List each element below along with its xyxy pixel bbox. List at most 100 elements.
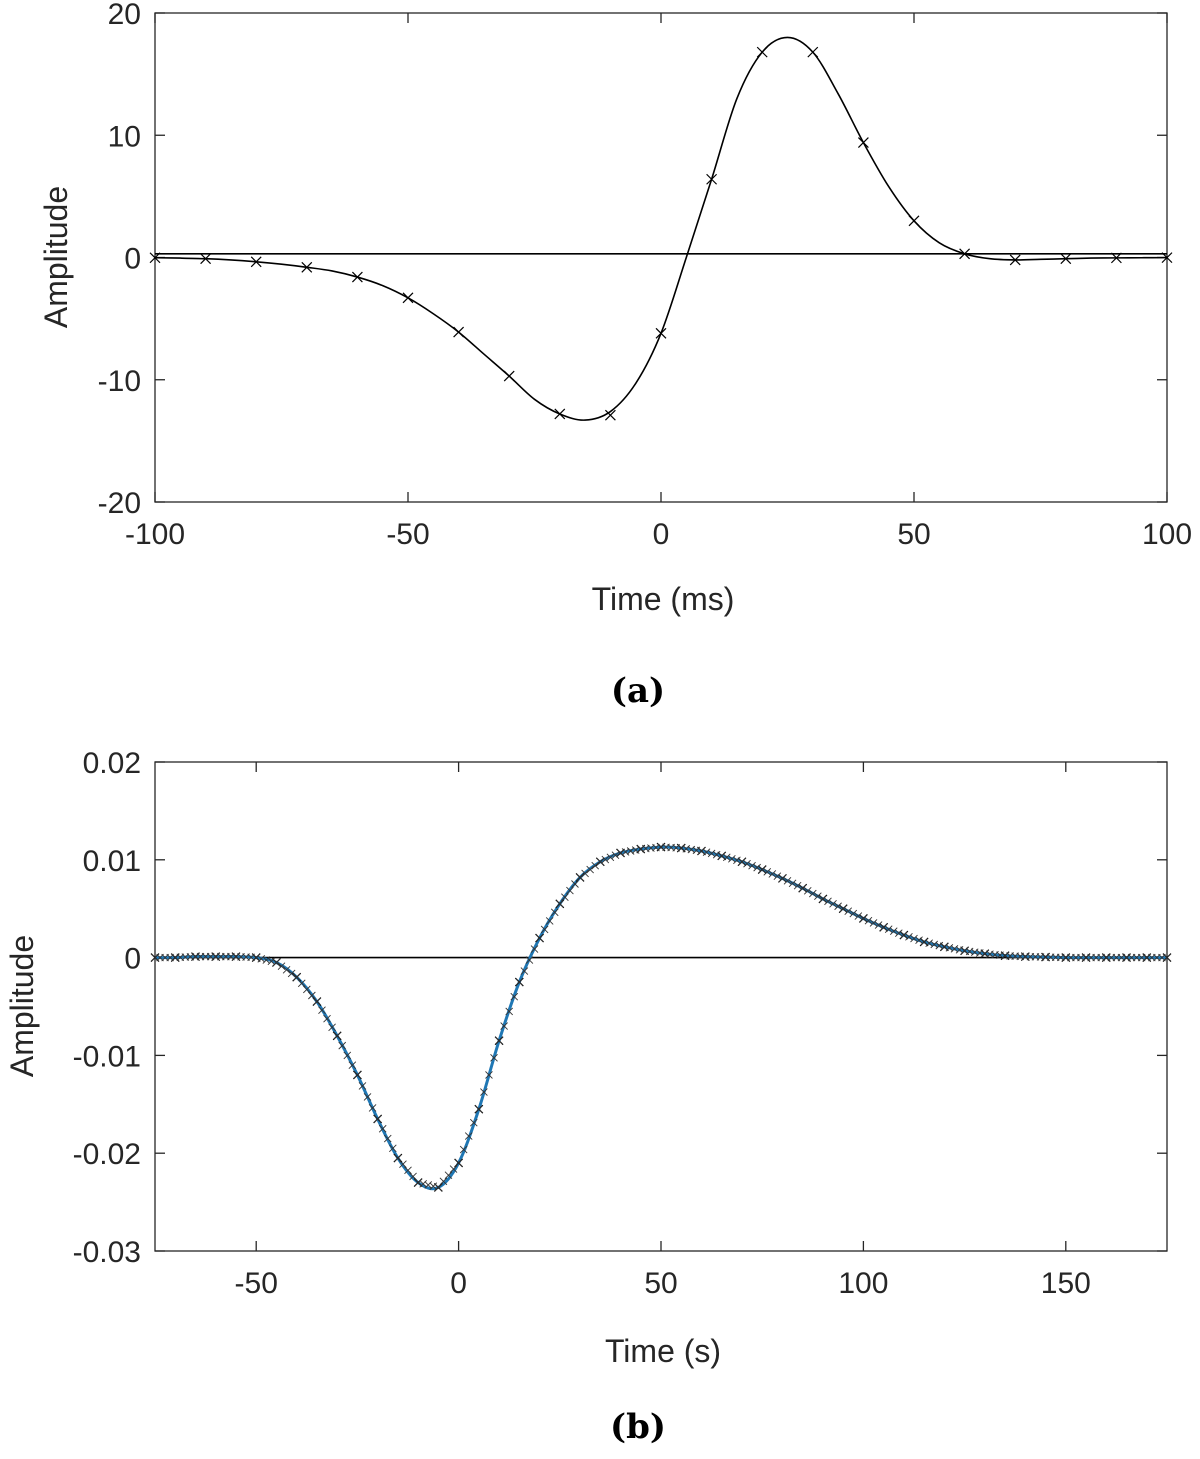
chart-a-y-axis-title: Amplitude — [38, 186, 74, 328]
chart-b-dense-marker — [763, 867, 772, 876]
chart-b-dense-marker — [540, 925, 549, 934]
chart-b-dense-marker — [753, 863, 761, 872]
chart-b-dense-marker — [591, 861, 600, 870]
chart-b-dense-marker — [854, 912, 863, 920]
chart-b-dense-marker — [814, 892, 822, 901]
chart-b-markers — [150, 842, 1172, 1192]
chart-b-dense-marker — [839, 904, 847, 913]
chart-b-dense-marker — [373, 1115, 382, 1123]
chart-b-dense-marker — [313, 997, 321, 1006]
chart-b-dense-marker — [829, 899, 837, 908]
chart-b-dense-marker — [510, 992, 519, 1001]
chart-b-dense-marker — [444, 1171, 453, 1180]
chart-b-dense-marker — [343, 1051, 352, 1060]
chart-b-dense-marker — [707, 849, 716, 858]
chart-b-dense-marker — [824, 897, 832, 906]
chart-a-sample-marker — [453, 326, 465, 338]
chart-b-dense-marker — [272, 958, 281, 967]
chart-b-dense-marker — [282, 966, 291, 974]
chart-a-markers — [149, 46, 1173, 421]
chart-b-dense-marker — [495, 1036, 503, 1045]
chart-b-dense-marker — [404, 1166, 412, 1175]
chart-a-sample-marker — [1009, 254, 1021, 266]
chart-b-x-tick-label: 150 — [1041, 1267, 1091, 1300]
chart-b-y-tick-label: -0.03 — [73, 1236, 141, 1269]
chart-b-dense-marker — [469, 1118, 478, 1127]
chart-a-ticks — [154, 12, 1168, 503]
chart-b-dense-marker — [358, 1082, 367, 1090]
chart-b: -50 0 50 100 150 -0.03 -0.02 -0.01 0 0.01 0.02 Tim… — [4, 747, 1172, 1447]
chart-b-dense-marker — [302, 985, 311, 994]
chart-b-dense-marker — [515, 978, 524, 986]
chart-b-dense-marker — [292, 973, 301, 981]
chart-b-dense-marker — [697, 847, 706, 855]
chart-b-dense-marker — [323, 1014, 331, 1023]
chart-a-sample-marker — [1161, 252, 1173, 264]
chart-b-x-tick-label: 0 — [450, 1267, 467, 1300]
chart-b-dense-marker — [849, 909, 858, 918]
chart-b-dense-marker — [930, 940, 939, 949]
chart-b-dense-marker — [611, 851, 620, 859]
chart-b-dense-marker — [338, 1041, 347, 1050]
chart-a-sample-marker — [655, 327, 667, 339]
chart-b-dense-marker — [596, 857, 605, 866]
chart-a-sample-marker — [959, 248, 971, 260]
chart-b-dense-marker — [257, 955, 266, 963]
chart-b-y-tick-label: 0.02 — [83, 747, 141, 780]
chart-a-sample-marker — [604, 409, 616, 421]
chart-b-panel-label: (b) — [610, 1407, 666, 1447]
chart-b-dense-marker — [550, 908, 559, 917]
chart-b-dense-marker — [267, 957, 276, 966]
chart-b-dense-marker — [439, 1177, 448, 1186]
chart-b-y-axis-title: Amplitude — [4, 935, 40, 1077]
chart-b-dense-marker — [920, 938, 928, 946]
chart-b-dense-marker — [505, 1007, 514, 1016]
chart-b-x-axis-title: Time (s) — [605, 1333, 721, 1369]
chart-a-x-tick-label: -100 — [125, 518, 185, 551]
chart-b-y-tick-label: 0 — [124, 943, 141, 976]
chart-b-dense-marker — [915, 936, 923, 945]
chart-b-dense-marker — [449, 1165, 458, 1173]
chart-b-dense-marker — [601, 855, 610, 864]
chart-b-dense-marker — [287, 969, 296, 978]
chart-b-dense-marker — [728, 855, 736, 863]
chart-b-dense-marker — [783, 877, 792, 885]
chart-b-dense-marker — [399, 1160, 407, 1169]
chart-b-dense-marker — [910, 934, 918, 943]
chart-b-dense-marker — [383, 1134, 392, 1143]
chart-b-dense-marker — [464, 1132, 473, 1140]
chart-b-y-tick-label: -0.01 — [73, 1040, 141, 1073]
chart-b-dense-marker — [459, 1145, 468, 1154]
chart-b-ticks — [155, 761, 1167, 1252]
chart-b-dense-marker — [743, 859, 751, 868]
chart-b-dense-marker — [353, 1071, 362, 1079]
chart-b-dense-marker — [738, 857, 746, 866]
chart-b-dense-marker — [429, 1182, 438, 1191]
chart-b-dense-marker — [555, 899, 564, 908]
chart-a-sample-marker — [200, 253, 212, 265]
chart-b-dense-marker — [394, 1154, 402, 1162]
chart-b-dense-marker — [434, 1183, 443, 1192]
chart-b-dense-marker — [844, 907, 853, 915]
chart-a-x-tick-label: 0 — [653, 518, 670, 551]
chart-a-series-line — [154, 36, 1168, 421]
chart-b-tick-labels: -50 0 50 100 150 -0.03 -0.02 -0.01 0 0.01 0.02 — [73, 747, 1091, 1300]
chart-b-dense-marker — [702, 848, 711, 857]
chart-b-dense-marker — [545, 917, 554, 925]
chart-a-sample-marker — [503, 370, 515, 382]
chart-a-x-tick-label: 100 — [1142, 518, 1192, 551]
chart-b-dense-marker — [297, 979, 306, 988]
chart-b-dense-marker — [900, 931, 908, 939]
chart-b-dense-marker — [414, 1178, 422, 1187]
chart-b-dense-marker — [935, 941, 944, 950]
chart-b-dense-marker — [712, 850, 721, 859]
chart-b-dense-marker — [318, 1006, 326, 1014]
chart-a-sample-marker — [554, 408, 566, 420]
chart-b-dense-marker — [576, 873, 584, 882]
chart-b-dense-marker — [475, 1105, 483, 1114]
chart-b-dense-marker — [530, 945, 539, 953]
chart-a-y-tick-label: 20 — [108, 0, 141, 31]
chart-a-plot-area — [154, 12, 1168, 503]
chart-b-dense-marker — [485, 1071, 493, 1079]
